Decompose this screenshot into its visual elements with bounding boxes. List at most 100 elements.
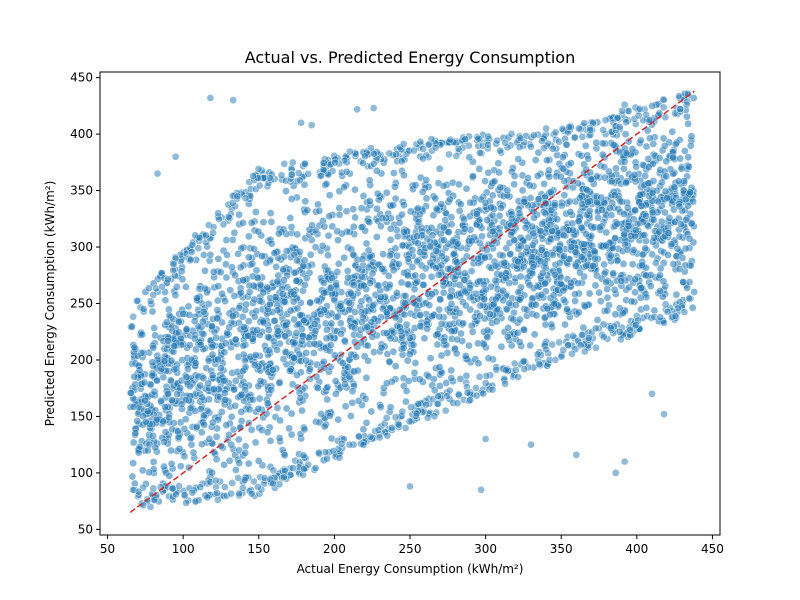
data-point [534,148,543,157]
data-point [675,232,684,241]
data-point [409,341,418,349]
data-point [188,488,197,497]
data-point [368,301,377,310]
data-point [355,432,363,441]
data-point [310,339,319,348]
data-point [287,170,296,179]
data-point [416,137,425,146]
data-point [538,220,547,228]
data-point [140,378,149,387]
data-point [262,259,271,267]
data-point [445,150,453,159]
data-point [479,340,488,349]
data-point [580,347,589,356]
data-point [400,171,408,180]
data-point [385,149,394,158]
data-point [265,346,274,355]
data-point [300,159,309,168]
data-point [306,365,314,373]
data-point [416,375,424,384]
data-point [438,252,446,261]
data-point [274,271,283,280]
data-point [580,119,589,127]
data-point [644,163,653,171]
data-point [342,167,351,176]
data-point [219,220,228,229]
data-point [189,448,198,457]
data-point [150,387,159,396]
data-point [185,341,194,349]
data-point [532,300,540,309]
data-point [241,194,250,203]
y-tick-label: 450 [70,71,93,85]
data-point [287,195,296,203]
data-point [199,330,208,339]
data-point [613,113,622,122]
data-point [659,134,668,143]
data-point [353,366,362,375]
data-point [377,343,386,352]
data-point [382,329,391,337]
data-point [615,327,624,336]
data-point [502,274,510,283]
data-point [645,116,654,124]
data-point [393,251,401,260]
data-point [403,280,412,289]
data-point [484,132,492,141]
data-point [488,385,497,394]
data-point [231,401,240,410]
data-point [180,452,189,461]
data-point [504,323,513,332]
data-point [287,409,296,418]
data-point [213,314,221,323]
data-point [559,231,568,239]
data-point [239,276,247,284]
data-point [499,286,507,295]
data-point [433,330,442,338]
data-point [374,281,383,290]
data-point [600,163,609,171]
data-point [414,204,422,213]
data-point [591,281,600,290]
data-point [259,288,268,297]
data-point [168,396,176,404]
data-point [365,218,374,227]
data-point [620,210,628,218]
data-point [191,334,199,343]
data-point [685,162,693,171]
data-point [577,253,586,261]
data-point [395,305,404,314]
data-point [201,284,209,293]
data-point [153,376,161,385]
data-point [515,338,524,347]
data-point [200,251,208,259]
data-point [174,427,182,436]
data-point [649,215,658,224]
data-point [591,324,600,333]
data-point [263,399,272,408]
outlier-point [353,105,361,114]
data-point [641,172,649,180]
data-point [310,310,318,319]
data-point [182,373,191,382]
data-point [428,290,436,298]
data-point [151,443,160,452]
data-point [670,183,679,192]
data-point [537,246,546,254]
data-point [149,432,157,440]
data-point [620,157,629,166]
data-point [351,213,359,222]
data-point [127,389,135,397]
data-point [202,231,210,240]
data-point [638,250,647,259]
data-point [408,246,417,254]
data-point [361,152,369,161]
data-point [541,279,550,288]
data-point [638,261,647,270]
data-point [510,359,519,368]
data-point [138,330,147,339]
data-point [661,208,669,217]
data-point [554,244,563,253]
data-point [583,186,592,195]
data-point [365,197,374,205]
